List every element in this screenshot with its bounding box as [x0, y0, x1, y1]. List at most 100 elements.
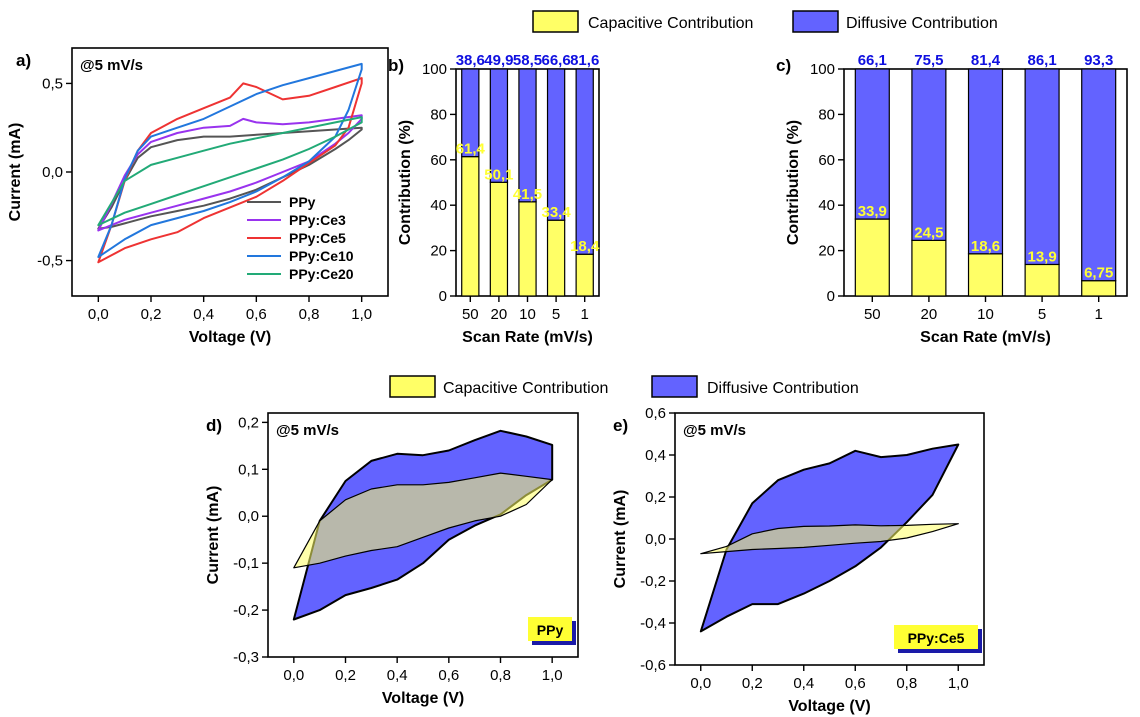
bar-label-diffusive: 38,6: [456, 52, 485, 69]
bar-diffusive: [461, 68, 480, 158]
x-axis-label: Voltage (V): [788, 698, 870, 715]
y-tick-label: 0,6: [645, 405, 666, 422]
x-tick-label: 50: [462, 306, 479, 323]
y-axis-label: Current (mA): [205, 486, 222, 585]
legend-diffusive-swatch: [792, 10, 839, 33]
x-tick-label: 0,4: [793, 675, 814, 692]
x-tick-label: 0,0: [690, 675, 711, 692]
y-tick-label: 0,2: [645, 489, 666, 506]
panel-a-cv-curves: 0,0 0,2 0,4 0,6 0,8 1,0 -0,5 0,0 0,5 @5 mV/s a) Vol…: [7, 47, 389, 346]
bar-label-capacitive: 50,1: [484, 166, 513, 183]
x-tick-label: 50: [864, 306, 881, 323]
x-tick-label: 5: [1038, 306, 1046, 323]
sample-badge-label: PPy:Ce5: [908, 630, 965, 646]
middle-legend: Capacitive Contribution Diffusive Contri…: [389, 375, 859, 398]
bar-diffusive: [489, 68, 509, 183]
x-tick-label: 0,8: [490, 667, 511, 684]
x-tick-label: 0,8: [896, 675, 917, 692]
bar-diffusive: [575, 68, 594, 255]
bar-label-diffusive: 66,1: [858, 52, 887, 69]
legend-diffusive-label-2: Diffusive Contribution: [707, 380, 859, 397]
y-tick-label: 0: [439, 288, 447, 305]
y-axis-label: Contribution (%): [397, 120, 414, 245]
series-line-ppy-ce3: [97, 114, 363, 232]
panel-e-area-chart: 0,0 0,2 0,4 0,6 0,8 1,0 -0,6 -0,4 -0,2 0,0 0,2 0,4 0…: [612, 405, 985, 715]
bar-capacitive: [489, 181, 509, 297]
legend-capacitive-swatch-2: [389, 375, 436, 398]
sample-badge-label: PPy: [537, 622, 564, 638]
y-tick-label: -0,6: [640, 657, 666, 674]
plot-frame: [267, 412, 579, 658]
x-tick-label: 0,4: [387, 667, 408, 684]
y-tick-label: -0,1: [233, 555, 259, 572]
annotation-scan-rate: @5 mV/s: [80, 57, 143, 74]
bar-capacitive: [1024, 263, 1060, 297]
y-tick-label: 0,4: [645, 447, 666, 464]
x-tick-label: 10: [977, 306, 994, 323]
y-tick-label: 0,0: [645, 531, 666, 548]
bar-label-diffusive: 81,6: [570, 52, 599, 69]
y-tick-label: -0,3: [233, 649, 259, 666]
x-tick-label: 0,6: [246, 306, 267, 323]
x-tick-label: 20: [491, 306, 508, 323]
bar-capacitive: [461, 156, 480, 297]
panel-d-area-chart: 0,0 0,2 0,4 0,6 0,8 1,0 -0,3 -0,2 -0,1 0,0 0,1 0,2 @…: [205, 412, 579, 707]
panel-c-bar-chart: 0 20 40 60 80 100 33,9 66,1 50 24,5 75,5 20 18,6 81,4…: [776, 52, 1128, 346]
legend-capacitive-label: Capacitive Contribution: [588, 15, 753, 32]
bar-capacitive: [518, 201, 537, 297]
legend-capacitive-swatch: [532, 10, 579, 33]
sample-badge: [528, 617, 572, 641]
panel-label: b): [388, 56, 404, 75]
panel-label: d): [206, 416, 222, 435]
y-tick-label: 0: [827, 288, 835, 305]
panel-label: c): [776, 56, 791, 75]
bar-label-capacitive: 13,9: [1027, 248, 1056, 265]
bar-label-diffusive: 86,1: [1027, 52, 1056, 69]
x-axis-label: Voltage (V): [382, 690, 464, 707]
bar-label-capacitive: 6,75: [1084, 265, 1113, 282]
area-capacitive: [700, 523, 959, 555]
bar-diffusive: [1024, 68, 1060, 266]
bar-label-diffusive: 49,9: [484, 52, 513, 69]
y-axis-label: Contribution (%): [785, 120, 802, 245]
y-tick-label: 0,1: [238, 461, 259, 478]
y-tick-label: 100: [810, 61, 835, 78]
bar-capacitive: [911, 239, 947, 297]
bar-label-capacitive: 33,9: [858, 203, 887, 220]
y-axis-label: Current (mA): [7, 123, 24, 222]
bar-capacitive: [546, 219, 566, 297]
series-line-ppy-ce10: [97, 62, 363, 258]
y-tick-label: 0,5: [42, 75, 63, 92]
bar-capacitive: [575, 253, 594, 297]
annotation-scan-rate: @5 mV/s: [683, 422, 746, 439]
y-tick-label: 0,0: [42, 164, 63, 181]
y-tick-label: -0,2: [640, 573, 666, 590]
y-tick-label: 100: [422, 61, 447, 78]
x-tick-label: 0,2: [742, 675, 763, 692]
legend-capacitive-label-2: Capacitive Contribution: [443, 380, 608, 397]
bar-diffusive: [518, 68, 537, 203]
y-tick-label: -0,4: [640, 615, 666, 632]
bar-label-diffusive: 81,4: [971, 52, 1001, 69]
series-line-ppy-ce20: [97, 116, 363, 227]
series-line-ppy: [97, 126, 363, 230]
bar-capacitive: [967, 253, 1004, 297]
y-tick-label: -0,2: [233, 602, 259, 619]
bar-label-capacitive: 33,4: [541, 204, 571, 221]
x-tick-label: 5: [552, 306, 560, 323]
x-tick-label: 0,4: [193, 306, 214, 323]
bar-capacitive: [854, 218, 890, 297]
x-tick-label: 10: [519, 306, 536, 323]
bar-label-capacitive: 41,5: [513, 186, 542, 203]
y-tick-label: 60: [430, 152, 447, 169]
bar-diffusive: [854, 68, 890, 220]
y-tick-label: 80: [818, 106, 835, 123]
annotation-scan-rate: @5 mV/s: [276, 422, 339, 439]
legend-label: PPy:Ce10: [289, 248, 354, 264]
y-tick-label: 80: [430, 106, 447, 123]
x-tick-label: 1,0: [948, 675, 969, 692]
y-tick-label: 40: [430, 197, 447, 214]
panel-label-a: a): [16, 51, 31, 70]
bar-label-diffusive: 66,6: [541, 52, 570, 69]
